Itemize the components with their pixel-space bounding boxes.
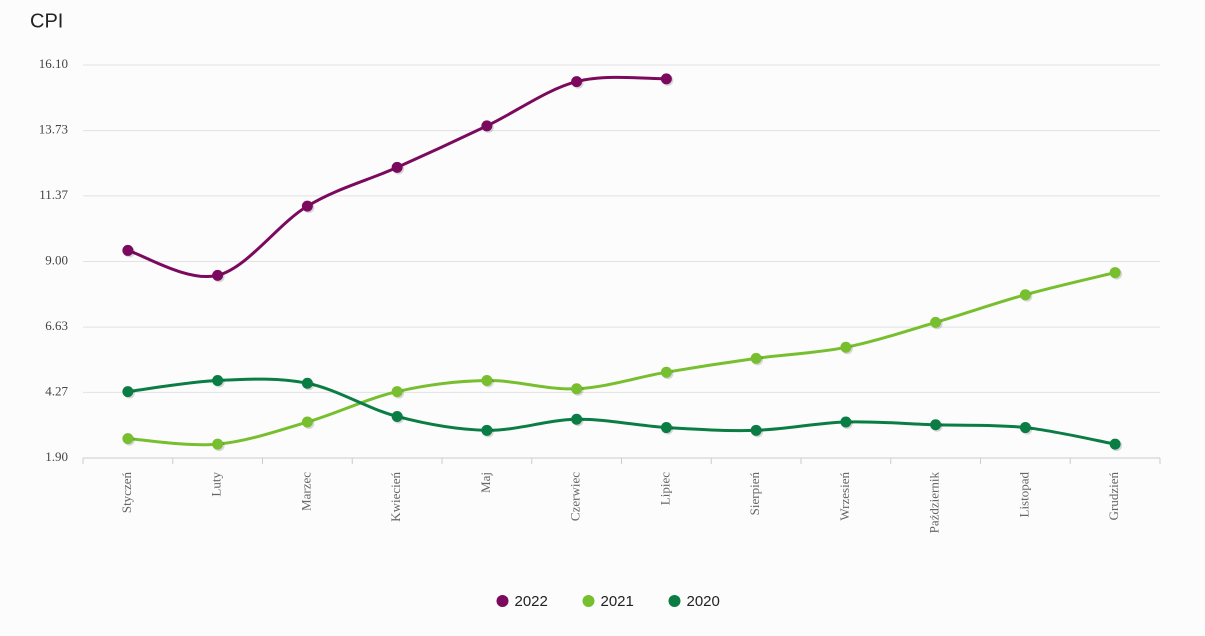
chart-title: CPI — [30, 10, 63, 32]
x-tick-label: Luty — [209, 472, 224, 497]
y-tick-label: 16.10 — [39, 56, 68, 71]
data-point — [1019, 422, 1031, 434]
data-point — [571, 413, 583, 425]
data-point — [660, 73, 672, 85]
data-point — [391, 161, 403, 173]
data-point — [930, 419, 942, 431]
series-line — [127, 75, 667, 279]
y-tick-label: 11.37 — [39, 187, 68, 202]
data-point — [930, 316, 942, 328]
data-point — [301, 377, 313, 389]
data-point — [301, 200, 313, 212]
data-point — [122, 244, 134, 256]
legend-marker — [496, 595, 509, 607]
x-tick-label: Sierpień — [747, 472, 762, 516]
y-tick-label: 9.00 — [45, 252, 68, 267]
data-point — [660, 366, 672, 378]
data-point — [481, 375, 493, 387]
y-tick-label: 13.73 — [39, 122, 68, 137]
x-tick-label: Wrzesień — [837, 472, 852, 521]
data-point — [750, 424, 762, 436]
x-tick-label: Lipiec — [657, 472, 672, 505]
data-point — [750, 352, 762, 364]
x-tick-label: Marzec — [298, 472, 313, 511]
x-tick-label: Czerwiec — [568, 472, 583, 521]
legend-label: 2022 — [515, 593, 548, 610]
legend-label: 2021 — [601, 593, 634, 610]
data-point — [301, 416, 313, 428]
series-line — [127, 377, 1116, 446]
data-point — [571, 383, 583, 395]
data-point — [212, 269, 224, 281]
y-tick-label: 4.27 — [45, 383, 68, 398]
x-tick-label: Styczeń — [119, 472, 134, 514]
x-tick-label: Kwiecień — [388, 472, 403, 522]
data-point — [840, 416, 852, 428]
data-point — [481, 424, 493, 436]
data-point — [481, 120, 493, 132]
data-point — [1109, 267, 1121, 279]
data-point — [1019, 289, 1031, 301]
legend-label: 2020 — [687, 593, 720, 610]
data-point — [660, 422, 672, 434]
x-tick-label: Grudzień — [1106, 472, 1121, 521]
data-point — [391, 410, 403, 422]
data-point — [122, 386, 134, 398]
data-point — [212, 375, 224, 387]
series-line — [127, 271, 1116, 447]
data-point — [122, 433, 134, 445]
data-point — [391, 386, 403, 398]
x-tick-label: Październik — [927, 472, 942, 534]
data-point — [1109, 438, 1121, 450]
legend-marker — [582, 595, 595, 607]
data-point — [571, 76, 583, 88]
x-tick-label: Maj — [478, 472, 493, 493]
data-point — [840, 341, 852, 353]
x-tick-label: Listopad — [1016, 472, 1031, 518]
y-tick-label: 1.90 — [45, 449, 68, 464]
y-tick-label: 6.63 — [45, 318, 68, 333]
data-point — [212, 438, 224, 450]
legend-marker — [668, 595, 681, 607]
